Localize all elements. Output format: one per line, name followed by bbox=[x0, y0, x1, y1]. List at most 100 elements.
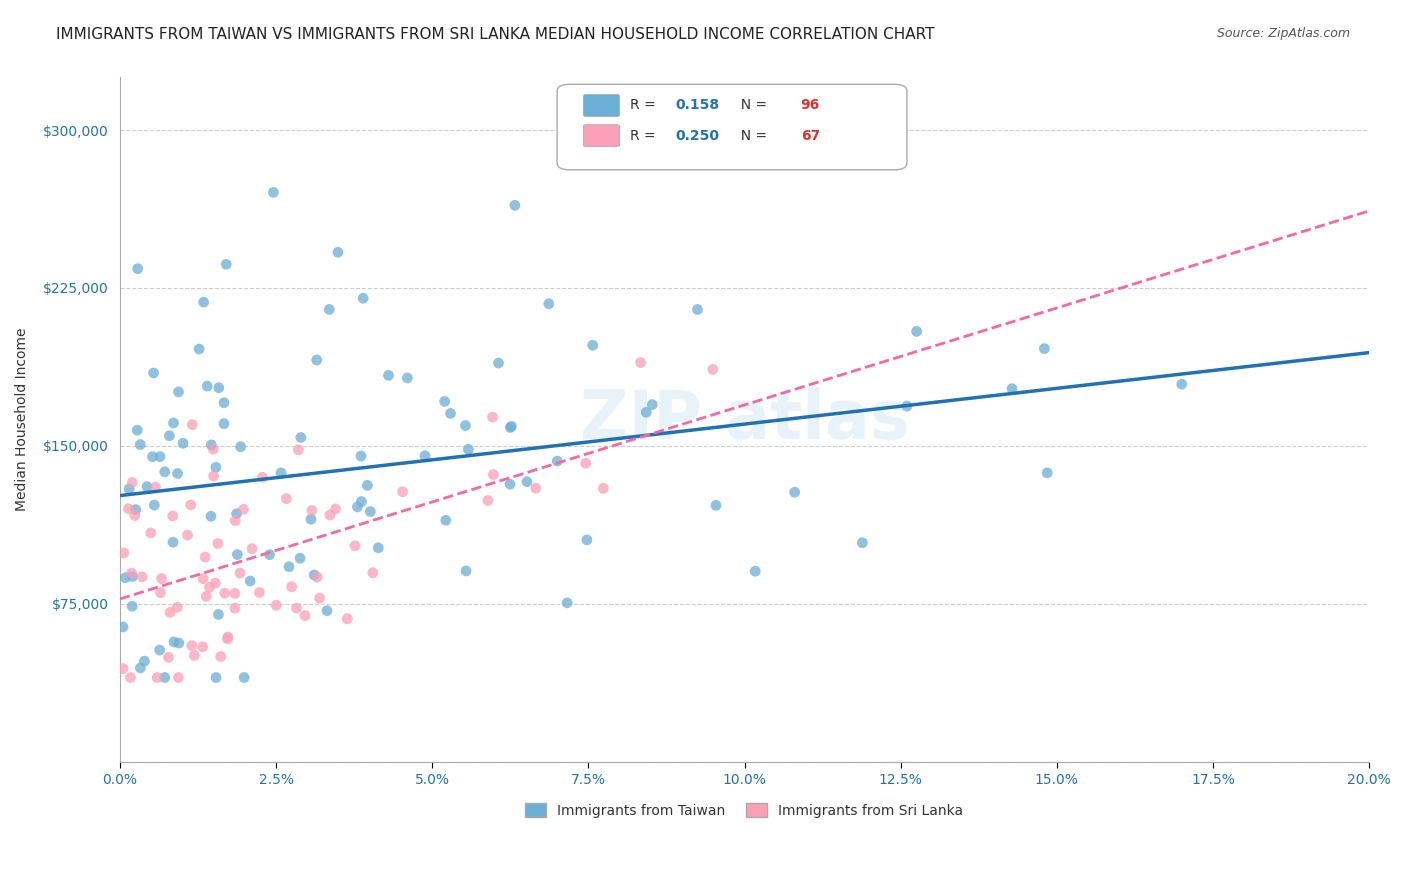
Point bbox=[413, 449, 436, 463]
Point bbox=[121, 569, 143, 583]
Point bbox=[124, 508, 146, 523]
Point bbox=[153, 671, 176, 685]
Point bbox=[481, 410, 503, 425]
Text: ZIP atlas: ZIP atlas bbox=[579, 386, 910, 452]
Point bbox=[454, 418, 477, 433]
Point bbox=[1001, 382, 1024, 396]
Point bbox=[1170, 377, 1192, 392]
Point bbox=[121, 566, 143, 580]
Point bbox=[202, 469, 225, 483]
Point bbox=[501, 419, 523, 434]
Point bbox=[439, 407, 461, 421]
Point bbox=[276, 491, 298, 506]
Point bbox=[1033, 342, 1056, 356]
Point bbox=[180, 639, 202, 653]
Point bbox=[344, 539, 367, 553]
Point bbox=[111, 620, 134, 634]
Point bbox=[125, 502, 148, 516]
Point bbox=[524, 481, 547, 495]
Point bbox=[454, 564, 477, 578]
Point bbox=[149, 643, 172, 657]
Point bbox=[636, 405, 658, 419]
Y-axis label: Median Household Income: Median Household Income bbox=[15, 328, 30, 511]
Point bbox=[318, 302, 340, 317]
Point bbox=[308, 591, 330, 606]
Point bbox=[686, 302, 709, 317]
Point bbox=[546, 454, 568, 468]
Point bbox=[167, 384, 190, 399]
Point bbox=[325, 502, 347, 516]
Point bbox=[149, 585, 172, 599]
Point bbox=[200, 438, 222, 452]
Point bbox=[180, 498, 202, 512]
Point bbox=[896, 399, 918, 413]
Point bbox=[121, 475, 143, 490]
Point bbox=[316, 604, 339, 618]
Point bbox=[224, 601, 246, 615]
Point bbox=[157, 650, 180, 665]
Point bbox=[121, 599, 143, 614]
Point bbox=[482, 467, 505, 482]
Point bbox=[195, 379, 218, 393]
Text: 96: 96 bbox=[800, 98, 820, 112]
Point bbox=[224, 586, 246, 600]
Point bbox=[166, 600, 188, 615]
Point bbox=[240, 541, 263, 556]
Point bbox=[139, 525, 162, 540]
Point bbox=[205, 460, 228, 475]
Point bbox=[217, 632, 239, 646]
Point bbox=[264, 599, 287, 613]
Point bbox=[172, 436, 194, 450]
Point bbox=[166, 467, 188, 481]
Point bbox=[851, 535, 873, 549]
Point bbox=[252, 470, 274, 484]
Text: 67: 67 bbox=[800, 128, 820, 143]
Point bbox=[299, 512, 322, 526]
Point bbox=[704, 498, 727, 512]
Point bbox=[367, 541, 389, 555]
Point bbox=[285, 601, 308, 615]
Point bbox=[120, 671, 142, 685]
Point bbox=[287, 442, 309, 457]
Point bbox=[225, 507, 247, 521]
Point bbox=[457, 442, 479, 457]
Point bbox=[162, 416, 184, 430]
Point bbox=[214, 586, 236, 600]
Point bbox=[136, 480, 159, 494]
Point bbox=[229, 440, 252, 454]
Point bbox=[361, 566, 384, 580]
Point bbox=[319, 508, 342, 522]
Point bbox=[181, 417, 204, 432]
Point bbox=[233, 671, 256, 685]
Point bbox=[516, 475, 538, 489]
Point bbox=[346, 500, 368, 514]
Point bbox=[433, 394, 456, 409]
Point bbox=[198, 580, 221, 594]
Point bbox=[1036, 466, 1059, 480]
Point bbox=[783, 485, 806, 500]
Point bbox=[391, 484, 413, 499]
Point bbox=[352, 291, 374, 305]
Point bbox=[555, 596, 578, 610]
Point bbox=[176, 528, 198, 542]
Point bbox=[167, 671, 190, 685]
Point bbox=[131, 570, 153, 584]
Point bbox=[239, 574, 262, 588]
Point bbox=[488, 356, 510, 370]
Point bbox=[163, 635, 186, 649]
Point bbox=[434, 513, 457, 527]
Point bbox=[195, 590, 218, 604]
Text: R =: R = bbox=[630, 98, 659, 112]
Point bbox=[134, 654, 156, 668]
Point bbox=[905, 325, 928, 339]
Point bbox=[193, 295, 215, 310]
Point bbox=[208, 381, 231, 395]
Point bbox=[592, 481, 614, 495]
Point bbox=[336, 612, 359, 626]
Point bbox=[129, 437, 152, 451]
Point bbox=[142, 366, 165, 380]
Point bbox=[575, 533, 598, 547]
Point bbox=[377, 368, 399, 383]
Point bbox=[270, 466, 292, 480]
Point bbox=[247, 585, 270, 599]
